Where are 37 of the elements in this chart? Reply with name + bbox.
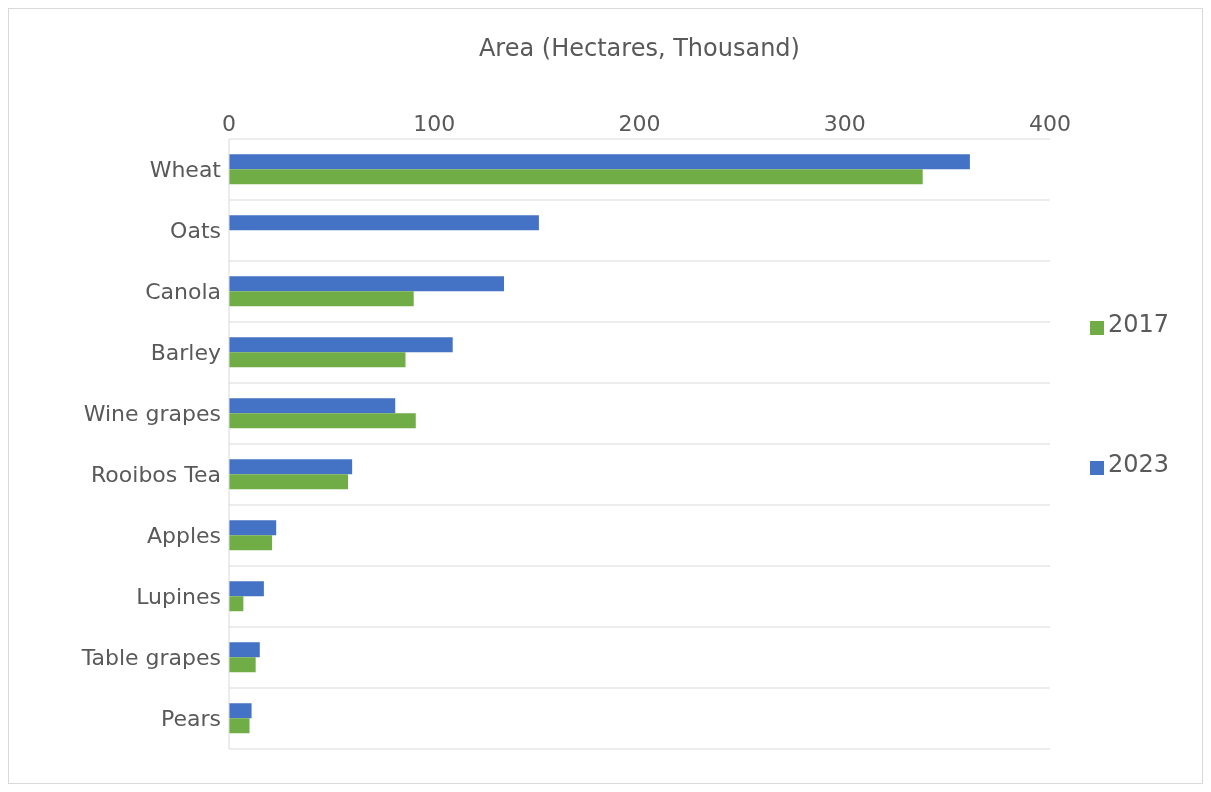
bar bbox=[229, 291, 414, 307]
x-tick-label: 400 bbox=[1028, 111, 1071, 136]
x-tick-label: 200 bbox=[618, 111, 661, 136]
y-tick-label: Barley bbox=[150, 340, 221, 366]
bar bbox=[229, 169, 923, 185]
x-tick-label: 300 bbox=[823, 111, 866, 136]
bar bbox=[229, 474, 349, 490]
y-tick-label: Lupines bbox=[136, 584, 221, 610]
bar bbox=[229, 642, 260, 658]
bar bbox=[229, 154, 970, 170]
bar bbox=[229, 413, 416, 429]
bar bbox=[229, 581, 264, 597]
y-tick-label: Canola bbox=[145, 279, 221, 305]
x-tick-label: 0 bbox=[222, 111, 236, 136]
y-tick-label: Wheat bbox=[149, 157, 222, 183]
bar bbox=[229, 337, 453, 353]
x-tick-label: 100 bbox=[413, 111, 456, 136]
x-axis-title: Area (Hectares, Thousand) bbox=[478, 34, 800, 63]
y-tick-label: Pears bbox=[160, 706, 221, 732]
y-tick-label: Wine grapes bbox=[83, 401, 221, 427]
bar bbox=[229, 535, 273, 551]
bar bbox=[229, 398, 396, 414]
y-tick-label: Apples bbox=[146, 523, 221, 549]
bar bbox=[229, 657, 256, 673]
bar bbox=[229, 703, 252, 719]
y-tick-label: Rooibos Tea bbox=[91, 462, 221, 488]
legend-label: 2023 bbox=[1107, 450, 1169, 478]
bar bbox=[229, 352, 406, 368]
bar bbox=[229, 459, 353, 475]
bar bbox=[229, 520, 277, 536]
bar bbox=[229, 215, 539, 231]
bar bbox=[229, 596, 244, 612]
y-tick-label: Oats bbox=[170, 218, 221, 244]
bar bbox=[229, 276, 505, 292]
y-tick-label: Table grapes bbox=[80, 645, 221, 671]
legend-label: 2017 bbox=[1107, 310, 1169, 338]
bar bbox=[229, 718, 250, 734]
